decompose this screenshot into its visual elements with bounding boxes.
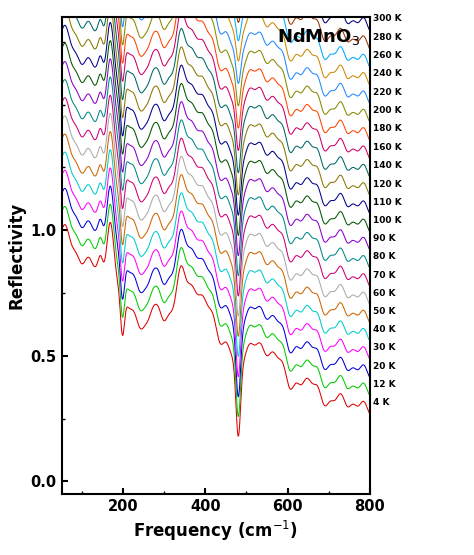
Text: 300 K: 300 K (373, 14, 401, 23)
Text: 4 K: 4 K (373, 398, 390, 407)
Text: 200 K: 200 K (373, 106, 401, 115)
Text: 12 K: 12 K (373, 380, 396, 389)
Y-axis label: Reflectivity: Reflectivity (7, 201, 25, 309)
Text: 110 K: 110 K (373, 198, 402, 206)
Text: 180 K: 180 K (373, 124, 402, 133)
Text: 20 K: 20 K (373, 362, 395, 371)
X-axis label: Frequency (cm$^{-1}$): Frequency (cm$^{-1}$) (133, 519, 298, 543)
Text: 70 K: 70 K (373, 271, 396, 280)
Text: 100 K: 100 K (373, 216, 401, 225)
Text: 220 K: 220 K (373, 88, 402, 97)
Text: 30 K: 30 K (373, 344, 395, 352)
Text: 240 K: 240 K (373, 69, 402, 78)
Text: 140 K: 140 K (373, 161, 402, 170)
Text: 160 K: 160 K (373, 143, 402, 152)
Text: 260 K: 260 K (373, 51, 402, 60)
Text: 280 K: 280 K (373, 33, 402, 42)
Text: 40 K: 40 K (373, 325, 396, 334)
Text: 90 K: 90 K (373, 234, 396, 243)
Text: 120 K: 120 K (373, 179, 402, 189)
Text: 50 K: 50 K (373, 307, 395, 316)
Text: NdMnO$_3$: NdMnO$_3$ (277, 26, 360, 47)
Text: 60 K: 60 K (373, 289, 395, 298)
Text: 80 K: 80 K (373, 253, 395, 261)
